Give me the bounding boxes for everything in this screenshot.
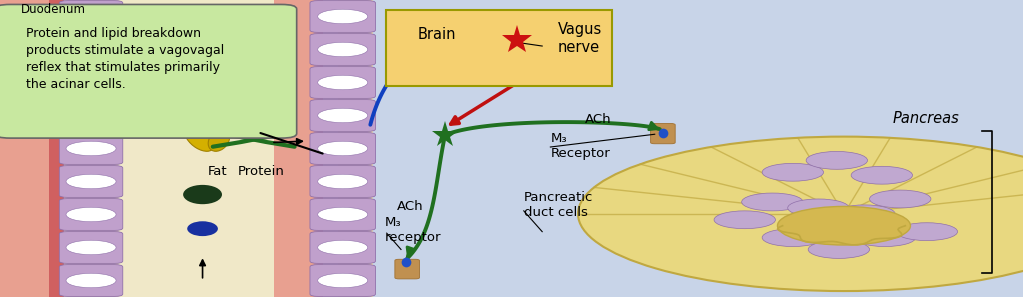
Text: Pancreatic
duct cells: Pancreatic duct cells	[524, 191, 593, 219]
FancyBboxPatch shape	[59, 199, 123, 230]
Circle shape	[66, 273, 116, 288]
Ellipse shape	[183, 185, 222, 204]
Circle shape	[851, 166, 913, 184]
FancyBboxPatch shape	[310, 199, 375, 230]
Circle shape	[777, 206, 910, 245]
Ellipse shape	[209, 129, 229, 151]
Circle shape	[318, 207, 367, 222]
Circle shape	[318, 141, 367, 156]
Circle shape	[66, 207, 116, 222]
Bar	[0, 0, 373, 297]
FancyBboxPatch shape	[59, 132, 123, 165]
Text: ACh: ACh	[585, 113, 612, 126]
FancyBboxPatch shape	[59, 99, 123, 131]
Circle shape	[742, 193, 803, 211]
Circle shape	[318, 240, 367, 255]
Circle shape	[870, 190, 931, 208]
FancyBboxPatch shape	[59, 166, 123, 198]
Circle shape	[762, 163, 824, 181]
FancyBboxPatch shape	[310, 132, 375, 165]
FancyBboxPatch shape	[310, 99, 375, 131]
Bar	[49, 0, 64, 297]
FancyBboxPatch shape	[0, 4, 297, 138]
Circle shape	[66, 75, 116, 90]
FancyBboxPatch shape	[59, 34, 123, 65]
Text: M₃
receptor: M₃ receptor	[385, 216, 441, 244]
Circle shape	[578, 137, 1023, 291]
Bar	[118, 0, 338, 297]
FancyBboxPatch shape	[386, 10, 612, 86]
FancyBboxPatch shape	[310, 1, 375, 32]
Circle shape	[318, 42, 367, 57]
Circle shape	[762, 229, 824, 247]
FancyBboxPatch shape	[651, 124, 675, 144]
Circle shape	[318, 273, 367, 288]
FancyBboxPatch shape	[59, 232, 123, 263]
FancyBboxPatch shape	[310, 67, 375, 98]
FancyBboxPatch shape	[59, 265, 123, 296]
FancyBboxPatch shape	[310, 34, 375, 65]
Bar	[302, 0, 317, 297]
FancyBboxPatch shape	[310, 265, 375, 296]
Circle shape	[854, 229, 916, 247]
Text: M₃
Receptor: M₃ Receptor	[550, 132, 610, 160]
Ellipse shape	[187, 221, 218, 236]
FancyBboxPatch shape	[59, 1, 123, 32]
Circle shape	[896, 223, 958, 241]
FancyBboxPatch shape	[310, 232, 375, 263]
Ellipse shape	[184, 125, 215, 151]
Circle shape	[66, 141, 116, 156]
Circle shape	[66, 108, 116, 123]
Circle shape	[318, 108, 367, 123]
Text: Vagus
nerve: Vagus nerve	[558, 22, 602, 55]
Text: Duodenum: Duodenum	[20, 3, 86, 16]
Bar	[0, 0, 53, 297]
Bar	[373, 0, 1023, 297]
Text: Fat: Fat	[208, 165, 228, 178]
Circle shape	[66, 42, 116, 57]
Circle shape	[714, 211, 775, 229]
FancyBboxPatch shape	[310, 166, 375, 198]
Text: Pancreas: Pancreas	[892, 111, 960, 126]
Circle shape	[788, 199, 849, 217]
Bar	[274, 0, 323, 297]
Text: Protein and lipid breakdown
products stimulate a vagovagal
reflex that stimulate: Protein and lipid breakdown products sti…	[26, 27, 224, 91]
Circle shape	[66, 174, 116, 189]
Text: Brain: Brain	[417, 27, 456, 42]
Circle shape	[834, 205, 895, 223]
Circle shape	[808, 241, 870, 258]
Circle shape	[318, 75, 367, 90]
Circle shape	[66, 240, 116, 255]
Circle shape	[66, 9, 116, 24]
Circle shape	[318, 174, 367, 189]
Text: Protein: Protein	[237, 165, 284, 178]
FancyBboxPatch shape	[395, 259, 419, 279]
Circle shape	[318, 9, 367, 24]
Text: ACh: ACh	[397, 200, 424, 213]
FancyBboxPatch shape	[59, 67, 123, 98]
Circle shape	[806, 151, 868, 169]
